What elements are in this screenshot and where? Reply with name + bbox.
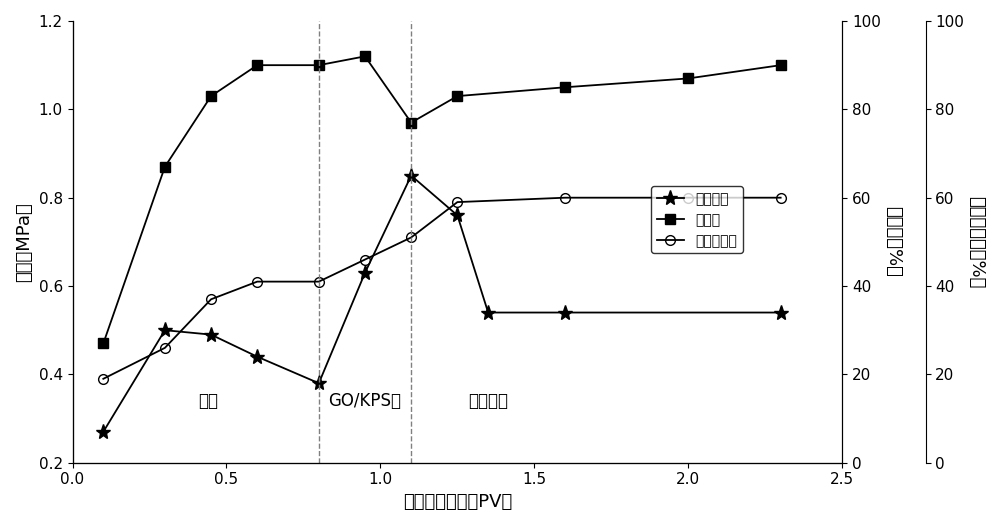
含水率 [405,119,417,126]
含水率 [251,62,263,68]
含水率 [451,93,463,99]
Line: 注入压力: 注入压力 [96,168,788,439]
注入压力 [205,331,217,338]
累计采收率 [313,278,325,285]
含水率 [205,93,217,99]
累计采收率 [159,345,171,351]
累计采收率 [682,195,694,201]
累计采收率 [205,296,217,302]
X-axis label: 注入孔隙体积（PV）: 注入孔隙体积（PV） [403,493,512,511]
Y-axis label: 压差（MPa）: 压差（MPa） [15,202,33,282]
累计采收率 [451,199,463,205]
注入压力 [482,309,494,316]
注入压力 [559,309,571,316]
含水率 [359,53,371,59]
注入压力 [313,380,325,387]
注入压力 [775,309,787,316]
注入压力 [97,429,109,435]
含水率 [313,62,325,68]
含水率 [559,84,571,90]
含水率 [682,75,694,82]
含水率 [775,62,787,68]
累计采收率 [359,256,371,262]
注入压力 [159,327,171,333]
累计采收率 [775,195,787,201]
累计采收率 [559,195,571,201]
注入压力 [451,212,463,218]
含水率 [159,164,171,170]
Y-axis label: 累计采收率（%）: 累计采收率（%） [967,196,985,288]
Line: 含水率: 含水率 [98,52,786,348]
注入压力 [405,173,417,179]
Y-axis label: 含水率（%）: 含水率（%） [884,206,902,277]
Text: 后续水驱: 后续水驱 [468,392,508,410]
Text: GO/KPS驱: GO/KPS驱 [329,392,402,410]
累计采收率 [251,278,263,285]
Legend: 注入压力, 含水率, 累计采收率: 注入压力, 含水率, 累计采收率 [651,186,743,254]
累计采收率 [97,376,109,382]
注入压力 [251,353,263,360]
Text: 水驱: 水驱 [198,392,218,410]
含水率 [97,340,109,347]
注入压力 [359,270,371,276]
Line: 累计采收率: 累计采收率 [98,193,786,383]
累计采收率 [405,234,417,240]
